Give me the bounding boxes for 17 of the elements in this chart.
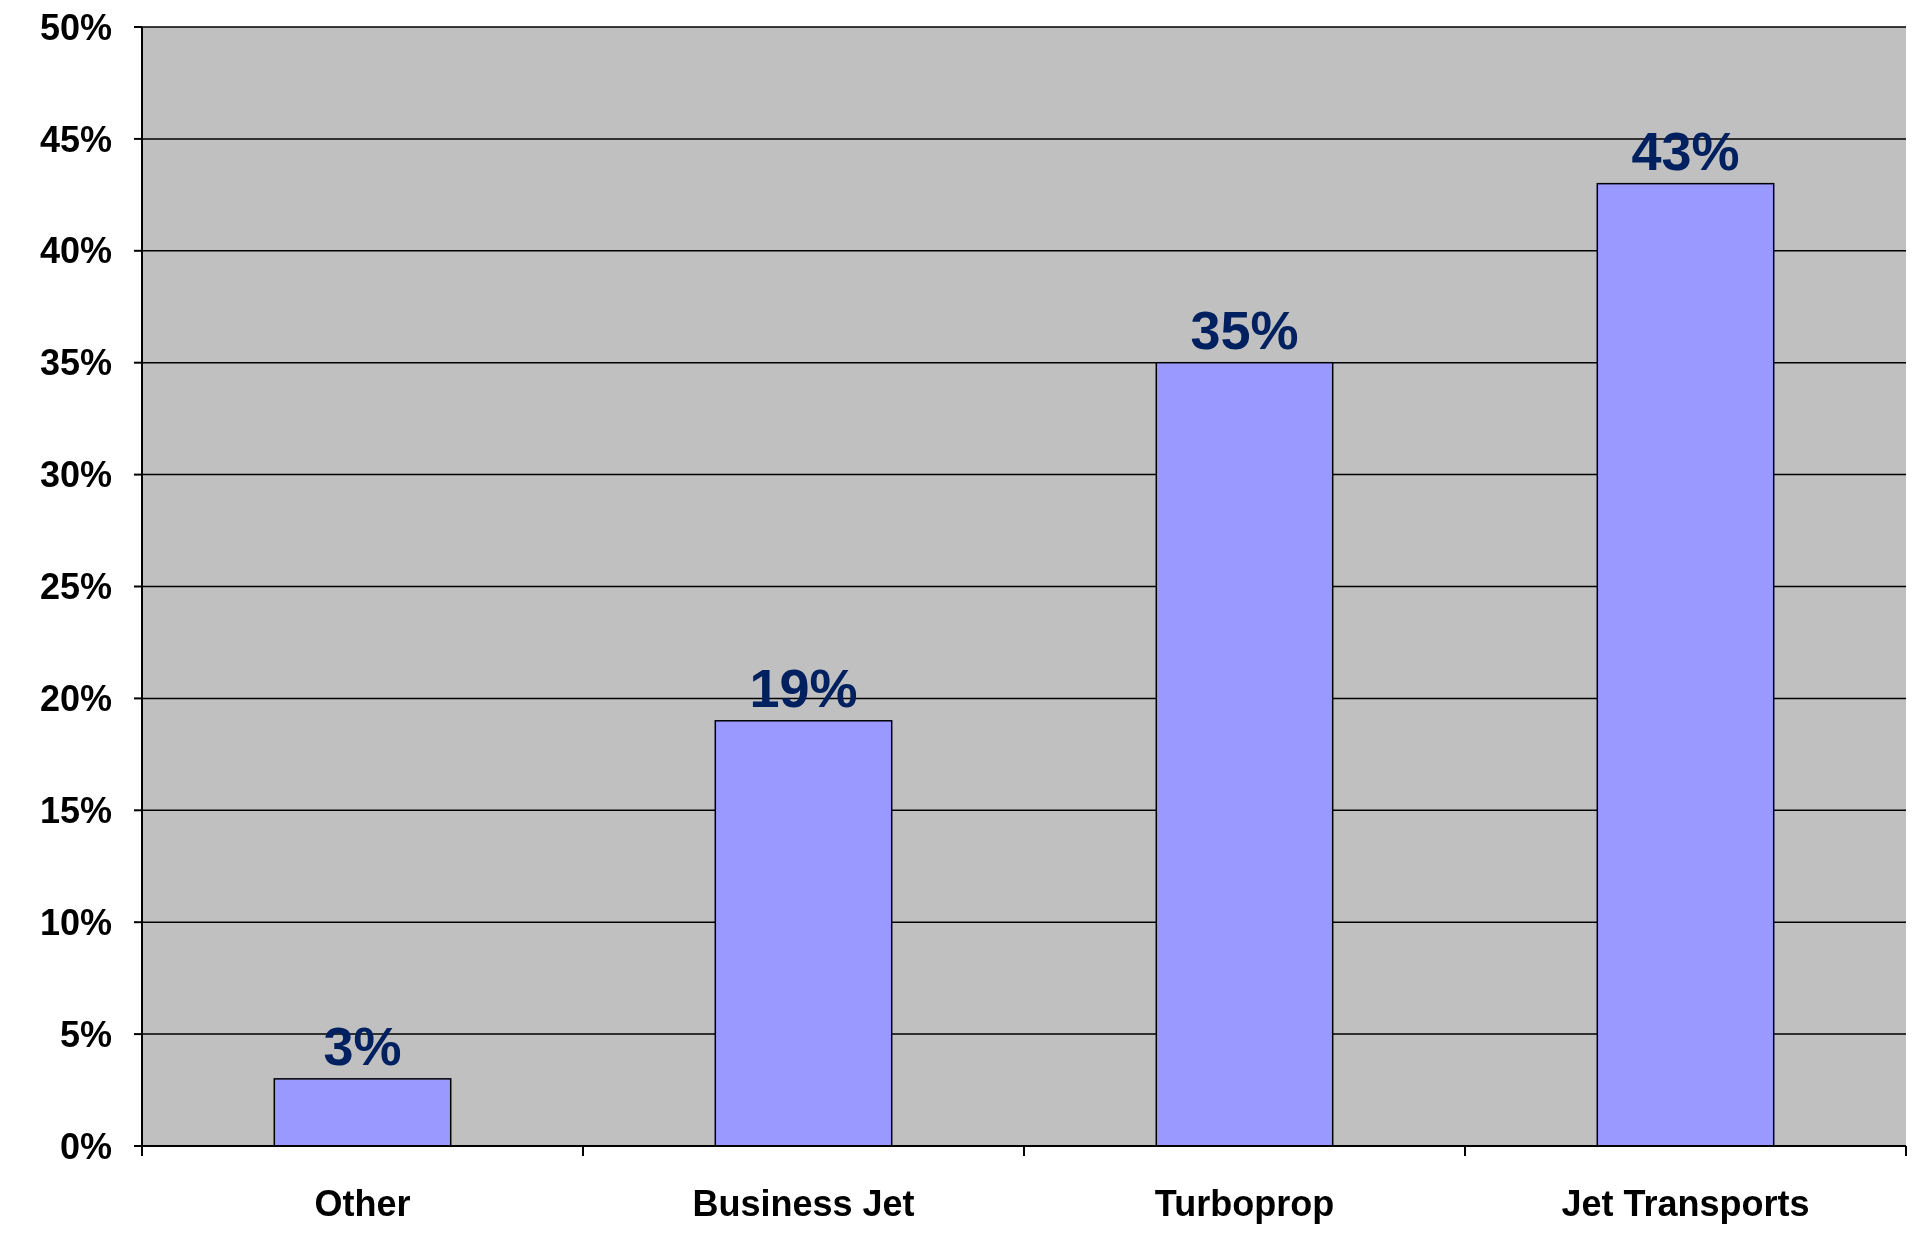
y-tick-label: 15% [39,789,112,831]
y-tick-label: 20% [39,678,112,719]
data-label: 35% [1190,299,1299,360]
y-tick-label: 50% [39,6,112,48]
y-tick-label: 40% [39,230,112,272]
y-tick-label: 30% [39,454,112,496]
x-tick-label: Business Jet [692,1183,915,1224]
y-tick-label: 35% [39,342,112,384]
data-label: 3% [323,1015,402,1076]
x-tick-label: Jet Transports [1561,1183,1810,1224]
y-tick-label: 45% [39,118,112,160]
y-tick-label: 25% [39,566,112,608]
y-tick-label: 0% [59,1125,112,1167]
y-tick-label: 5% [59,1013,112,1055]
y-tick-label: 10% [39,901,112,943]
x-tick-label: Turboprop [1154,1183,1335,1224]
x-tick-label: Other [314,1183,411,1224]
